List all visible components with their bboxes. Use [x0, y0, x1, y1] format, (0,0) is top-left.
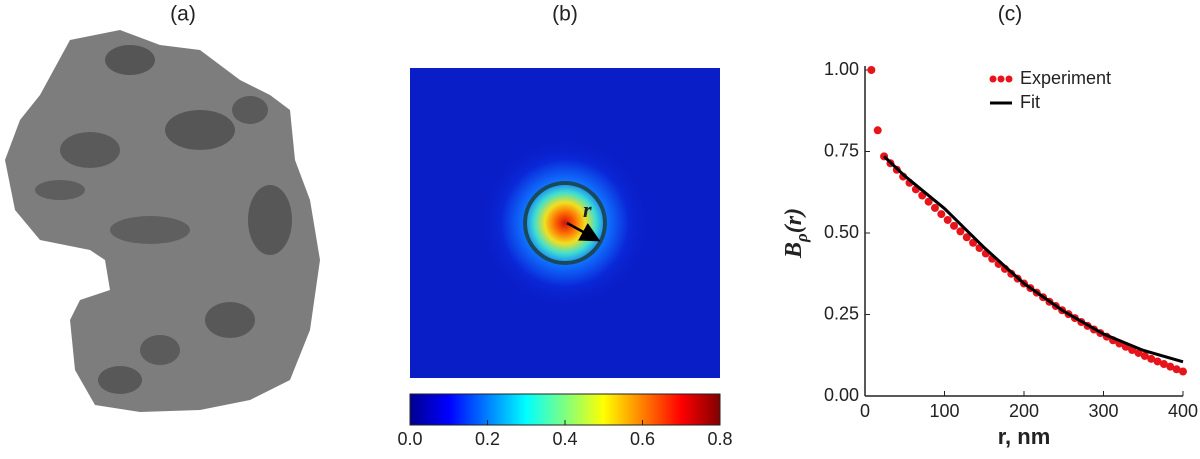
- y-tick-label: 0.25: [824, 303, 859, 323]
- heatmap-peak: [480, 138, 650, 308]
- legend-swatch: [997, 75, 1005, 83]
- data-point: [924, 197, 933, 206]
- x-tick-label: 200: [1009, 401, 1039, 421]
- panel-title: (a): [170, 3, 196, 26]
- data-point: [1147, 354, 1156, 363]
- data-point: [1140, 351, 1149, 360]
- data-point: [943, 215, 952, 224]
- colorbar-tick-label: 0.8: [707, 429, 732, 449]
- colorbar-tick-label: 0.4: [552, 429, 577, 449]
- y-axis-label: Bρ(r): [781, 208, 811, 259]
- data-point: [1179, 367, 1187, 376]
- legend-label: Fit: [1020, 92, 1040, 112]
- x-axis-label: r, nm: [998, 424, 1051, 449]
- y-tick-label: 0.75: [824, 140, 859, 160]
- x-tick-label: 100: [929, 401, 959, 421]
- legend-swatch: [1005, 75, 1013, 83]
- x-tick-label: 0: [860, 401, 870, 421]
- plots: (a) (b) 0.0 0.2 0.4 0.6 0.8 (c) 0 100 200 300 400 0.0…: [170, 3, 1198, 449]
- colorbar-tick-label: 0.0: [397, 429, 422, 449]
- legend-label: Experiment: [1020, 68, 1111, 88]
- radius-arrow: [566, 221, 601, 242]
- x-tick-label: 400: [1168, 401, 1198, 421]
- y-label-rest: (r): [781, 208, 807, 233]
- fit-line: [883, 155, 1184, 364]
- colorbar: [409, 393, 721, 426]
- y-label-main: B: [781, 242, 807, 259]
- colorbar-tick-label: 0.6: [630, 429, 655, 449]
- radius-circle: [523, 181, 607, 265]
- panel-title: (b): [552, 3, 578, 26]
- data-point: [962, 233, 971, 242]
- data-point: [867, 66, 876, 74]
- annotation: r: [583, 197, 592, 222]
- y-tick-label: 0.00: [824, 385, 859, 405]
- data-point: [937, 210, 946, 219]
- x-tick-label: 300: [1088, 401, 1118, 421]
- y-tick-label: 1.00: [824, 59, 859, 79]
- data-point: [1166, 362, 1175, 371]
- data-point: [873, 126, 882, 135]
- panel-title: (c): [998, 3, 1023, 26]
- data-point: [950, 221, 959, 230]
- legend-swatch: [989, 75, 997, 83]
- micrograph: [5, 30, 320, 412]
- data-point: [956, 227, 965, 236]
- y-label-sub: ρ: [792, 233, 811, 243]
- data-point: [1172, 365, 1181, 374]
- data-point: [930, 203, 939, 212]
- data-point: [1134, 348, 1143, 357]
- data-point: [1159, 360, 1168, 369]
- colorbar-tick-label: 0.2: [475, 429, 500, 449]
- data-point: [1153, 357, 1162, 366]
- y-tick-label: 0.50: [824, 222, 859, 242]
